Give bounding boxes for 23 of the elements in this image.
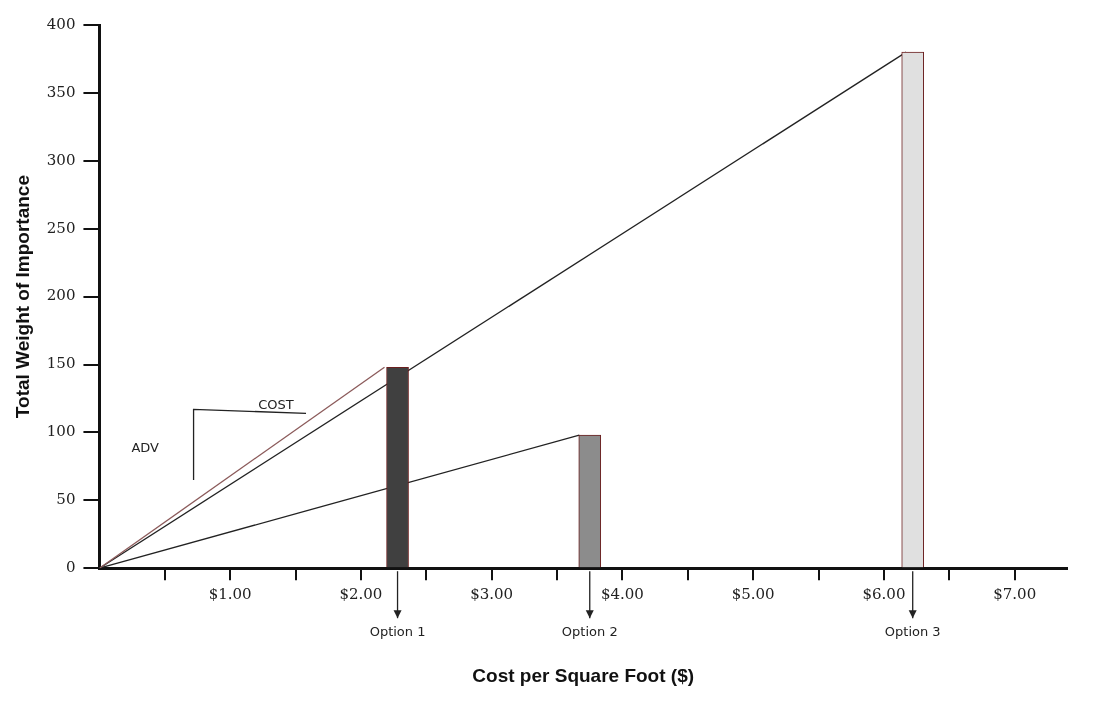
x-tick-label: $6.00 — [862, 585, 906, 604]
x-tick-label: $3.00 — [470, 585, 514, 604]
annotation: Option 1 — [369, 624, 426, 640]
y-tick-label: 350 — [46, 82, 76, 101]
y-tick-label: 400 — [46, 14, 76, 33]
annotation: Option 2 — [561, 624, 618, 640]
x-tick-label: $7.00 — [993, 585, 1037, 604]
y-tick-label: 300 — [46, 150, 76, 169]
annotation: ADV — [131, 440, 160, 456]
y-tick-label: 150 — [46, 354, 76, 373]
x-tick-label: $1.00 — [208, 585, 252, 604]
y-tick-label: 250 — [46, 218, 76, 237]
x-tick-label: $4.00 — [600, 585, 644, 604]
y-tick-label: 0 — [65, 558, 76, 577]
y-axis-title: Total Weight of Importance — [11, 175, 33, 419]
y-tick-label: 200 — [46, 286, 76, 305]
x-tick-label: $5.00 — [731, 585, 775, 604]
y-tick-label: 100 — [46, 422, 76, 441]
y-tick-label: 50 — [56, 490, 76, 509]
annotation: COST — [258, 396, 294, 412]
x-axis-title: Cost per Square Foot ($) — [472, 664, 695, 686]
x-tick-label: $2.00 — [339, 585, 383, 604]
annotation: Option 3 — [884, 624, 941, 640]
